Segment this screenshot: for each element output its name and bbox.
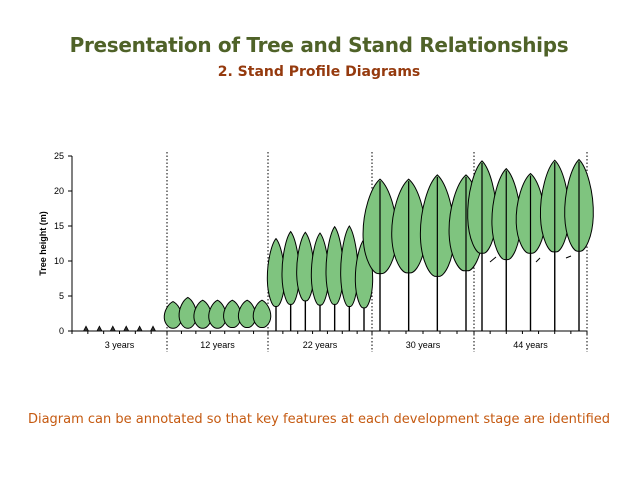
seedling-mark — [123, 325, 130, 332]
y-tick-label: 25 — [54, 151, 64, 161]
y-tick-label: 0 — [59, 326, 64, 336]
branch-stub — [535, 257, 541, 263]
y-axis-label: Tree height (m) — [38, 211, 48, 276]
slide-subtitle: 2. Stand Profile Diagrams — [217, 64, 421, 80]
branch-stub — [565, 255, 572, 259]
panel-label: 22 years — [303, 340, 338, 350]
tree-crown — [340, 225, 359, 307]
panel-label: 12 years — [200, 340, 235, 350]
seedling-mark — [96, 325, 103, 332]
slide-title: Presentation of Tree and Stand Relations… — [69, 33, 569, 57]
y-tick-label: 20 — [54, 186, 64, 196]
panel-label: 3 years — [105, 340, 135, 350]
panel-label: 30 years — [406, 340, 441, 350]
branch-stub — [489, 256, 497, 263]
seedling-mark — [136, 325, 143, 332]
seedling-mark — [149, 325, 157, 332]
seedling-mark — [82, 325, 90, 332]
y-tick-label: 15 — [54, 221, 64, 231]
panel-label: 44 years — [513, 340, 548, 350]
footnote-text: Diagram can be annotated so that key fea… — [27, 412, 611, 427]
seedling-mark — [109, 325, 116, 332]
y-tick-label: 5 — [59, 291, 64, 301]
tree-crown — [252, 299, 272, 328]
y-tick-label: 10 — [54, 256, 64, 266]
